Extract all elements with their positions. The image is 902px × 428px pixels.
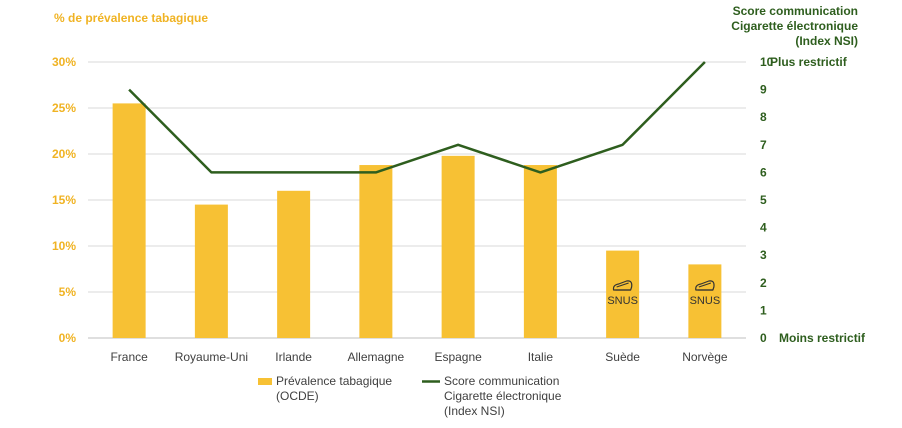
x-tick-label: Italie [528,350,554,364]
snus-label: SNUS [690,295,721,307]
bar [606,250,640,338]
left-axis-title: % de prévalence tabagique [54,11,208,25]
bar [688,264,722,338]
bar [194,204,228,338]
legend-bar-swatch [258,378,272,385]
right-tick-label: 10 [760,55,774,69]
right-axis-bottom-label: Moins restrictif [779,331,866,345]
left-tick-label: 5% [59,285,77,299]
line-series [128,61,706,174]
bar [112,103,146,339]
snus-annotations: SNUS SNUS [607,280,721,307]
legend-line-label-line-2: Cigarette électronique [444,389,562,403]
legend-item-bars: Prévalence tabagique (OCDE) [258,374,392,403]
x-tick-label: Allemagne [348,350,405,364]
x-tick-label: France [110,350,148,364]
right-axis-title-line-1: Score communication [733,4,858,18]
right-axis-title-line-3: (Index NSI) [795,34,858,48]
legend-bar-label-line-2: (OCDE) [276,389,319,403]
right-tick-label: 4 [760,221,767,235]
left-axis-ticks: 0% 5% 10% 15% 20% 25% 30% [52,55,76,345]
bar [523,165,557,338]
x-tick-label: Royaume-Uni [175,350,248,364]
left-tick-label: 30% [52,55,76,69]
legend: Prévalence tabagique (OCDE) Score commun… [258,374,562,418]
legend-item-line: Score communication Cigarette électroniq… [422,374,562,418]
x-tick-label: Suède [605,350,640,364]
right-tick-label: 3 [760,248,767,262]
right-tick-label: 9 [760,83,767,97]
bar [441,155,475,338]
bar [277,190,311,338]
left-tick-label: 10% [52,239,76,253]
right-tick-label: 8 [760,110,767,124]
legend-line-label-line-1: Score communication [444,374,559,388]
x-tick-label: Norvège [682,350,728,364]
gridlines [88,61,746,339]
right-tick-label: 7 [760,138,767,152]
right-tick-label: 1 [760,303,767,317]
left-tick-label: 25% [52,101,76,115]
right-axis-ticks: 0 1 2 3 4 5 6 7 8 9 10 [760,55,774,345]
x-tick-label: Espagne [434,350,482,364]
right-axis-top-label: Plus restrictif [770,55,848,69]
right-tick-label: 2 [760,276,767,290]
line-path [128,61,706,174]
right-tick-label: 6 [760,165,767,179]
right-tick-label: 5 [760,193,767,207]
legend-line-label-line-3: (Index NSI) [444,404,505,418]
snus-pouch-icon [612,280,633,291]
snus-label: SNUS [607,295,638,307]
left-tick-label: 15% [52,193,76,207]
right-axis-title: Score communication Cigarette électroniq… [731,4,858,48]
left-tick-label: 0% [59,331,77,345]
legend-bar-label-line-1: Prévalence tabagique [276,374,392,388]
bar [359,165,393,338]
x-tick-label: Irlande [275,350,312,364]
x-axis-labels: France Royaume-Uni Irlande Allemagne Espagne… [110,350,727,364]
right-tick-label: 0 [760,331,767,345]
snus-pouch-icon [695,280,715,291]
bar-series [112,103,722,339]
left-tick-label: 20% [52,147,76,161]
right-axis-title-line-2: Cigarette électronique [731,19,858,33]
